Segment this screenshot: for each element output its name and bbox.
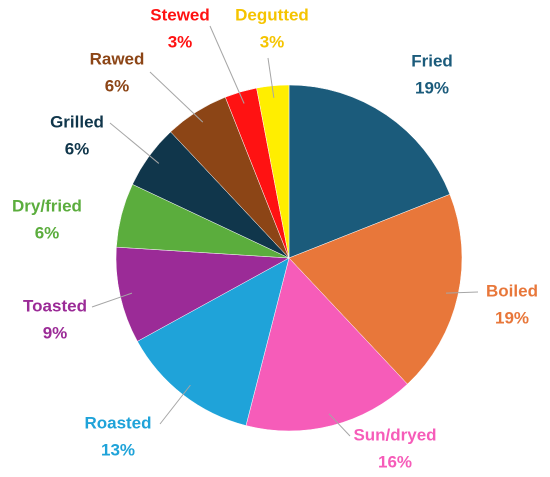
leader-line bbox=[91, 292, 133, 308]
slice-label: Sun/dryed bbox=[353, 425, 436, 444]
slice-label: Roasted bbox=[84, 413, 151, 432]
slice-value: 19% bbox=[495, 308, 529, 327]
leader-line bbox=[159, 384, 191, 425]
pie-slice bbox=[288, 84, 451, 259]
pie-slice bbox=[256, 84, 290, 259]
slice-value: 9% bbox=[43, 323, 68, 342]
pie-slice bbox=[245, 257, 408, 432]
pie-slice bbox=[115, 246, 290, 342]
slice-value: 3% bbox=[260, 32, 285, 51]
slice-label: Grilled bbox=[50, 112, 104, 131]
leader-line bbox=[109, 122, 160, 164]
slice-value: 19% bbox=[415, 78, 449, 97]
leader-line bbox=[149, 71, 204, 123]
slice-label: Fried bbox=[411, 51, 453, 70]
slice-value: 6% bbox=[35, 223, 60, 242]
slice-value: 3% bbox=[168, 32, 193, 51]
slice-value: 6% bbox=[105, 76, 130, 95]
slice-label: Dry/fried bbox=[12, 196, 82, 215]
pie-slice bbox=[288, 193, 463, 385]
slice-value: 13% bbox=[101, 440, 135, 459]
leader-line bbox=[328, 413, 351, 437]
slice-label: Toasted bbox=[23, 296, 87, 315]
slice-label: Rawed bbox=[90, 49, 145, 68]
slice-label: Stewed bbox=[150, 5, 210, 24]
leader-line bbox=[445, 291, 479, 294]
slice-value: 16% bbox=[378, 452, 412, 471]
slice-label: Boiled bbox=[486, 281, 538, 300]
slice-label: Degutted bbox=[235, 5, 309, 24]
leader-line bbox=[209, 25, 245, 104]
leader-line bbox=[267, 57, 275, 98]
slice-value: 6% bbox=[65, 139, 90, 158]
